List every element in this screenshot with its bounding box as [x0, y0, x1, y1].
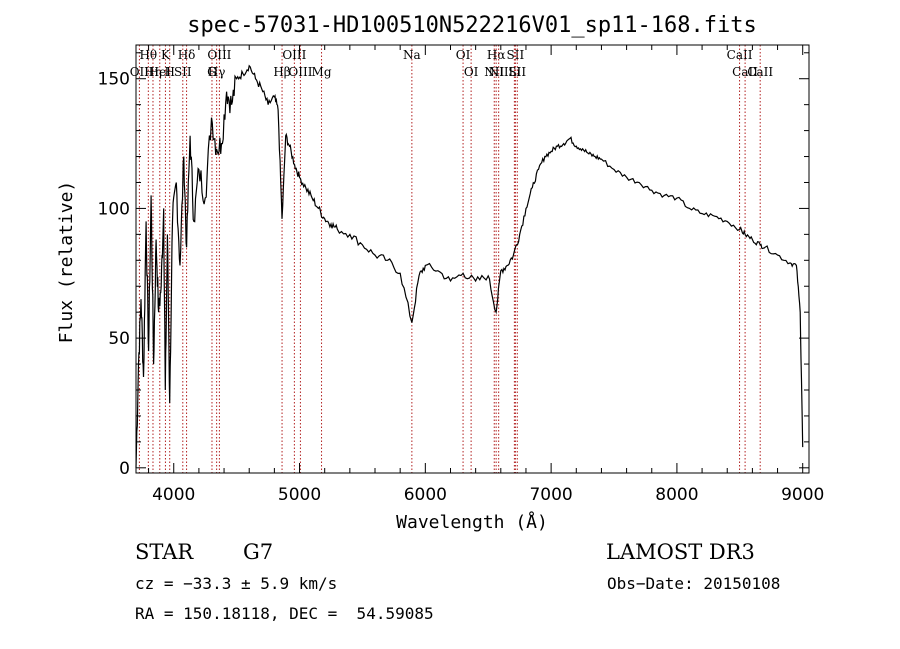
spectral-line-label-26: CaII: [747, 65, 773, 79]
spectral-line-label-23: SII: [508, 65, 526, 79]
spectral-line-label-3: HeI: [149, 65, 172, 79]
spectral-line-label-1: Hθ: [139, 48, 157, 62]
y-axis-label: Flux (relative): [56, 181, 77, 344]
y-tick-label-50: 50: [108, 329, 130, 349]
spectral-line-label-7: Hδ: [178, 48, 196, 62]
y-tick-label-0: 0: [119, 459, 130, 479]
spectral-line-label-25: CaII: [732, 65, 758, 79]
spectral-line-label-22: Li: [508, 65, 520, 79]
chart-title: spec-57031-HD100510N522216V01_sp11-168.f…: [187, 13, 757, 38]
object-class: STAR: [135, 540, 194, 564]
redshift-velocity: cz = −33.3 ± 5.9 km/s: [135, 574, 338, 593]
x-axis: 4000 5000 6000 7000 8000 9000: [148, 45, 824, 505]
x-tick-label-8000: 8000: [655, 485, 698, 505]
spectral-line-label-2: Hη: [144, 65, 162, 79]
spectral-line-label-0: OII: [130, 65, 150, 79]
spectral-line-label-10: OIII: [207, 48, 231, 62]
observation-date: Obs−Date: 20150108: [607, 574, 781, 593]
plot-frame: [135, 44, 810, 474]
spectral-line-label-20: NII: [489, 65, 509, 79]
y-axis: 0 50 100 150: [98, 52, 809, 479]
spectral-line-label-17: OI: [464, 65, 479, 79]
spectral-line-label-13: OIII: [288, 65, 312, 79]
spectral-line-label-21: SII: [507, 48, 525, 62]
y-tick-label-150: 150: [98, 70, 130, 90]
spectral-line-label-11: Hβ: [273, 65, 290, 79]
spectral-line-label-24: CaII: [727, 48, 753, 62]
x-tick-label-4000: 4000: [152, 485, 195, 505]
object-subclass: G7: [243, 540, 274, 564]
spectral-line-label-15: Na: [403, 48, 421, 62]
spectral-line-label-18: NII: [484, 65, 504, 79]
x-tick-label-6000: 6000: [404, 485, 447, 505]
y-tick-label-100: 100: [98, 199, 130, 219]
x-tick-label-9000: 9000: [781, 485, 824, 505]
x-tick-label-7000: 7000: [529, 485, 572, 505]
spectral-line-label-14: Mg: [312, 65, 332, 79]
spectral-line-label-8: G: [207, 65, 217, 79]
spectral-line-label-5: H: [164, 65, 174, 79]
x-axis-label: Wavelength (Å): [396, 511, 548, 533]
spectral-line-label-6: SII: [174, 65, 192, 79]
spectral-line-label-9: Hγ: [208, 65, 226, 79]
spectral-line-label-16: OI: [456, 48, 471, 62]
spectral-line-label-12: OIII: [282, 48, 306, 62]
survey-name: LAMOST DR3: [606, 540, 755, 564]
x-tick-label-5000: 5000: [278, 485, 321, 505]
spectral-line-label-19: Hα: [487, 48, 506, 62]
spectral-line-label-4: K: [161, 48, 171, 62]
spectrum-series-line: [135, 64, 804, 468]
coordinates: RA = 150.18118, DEC = 54.59085: [135, 604, 434, 623]
